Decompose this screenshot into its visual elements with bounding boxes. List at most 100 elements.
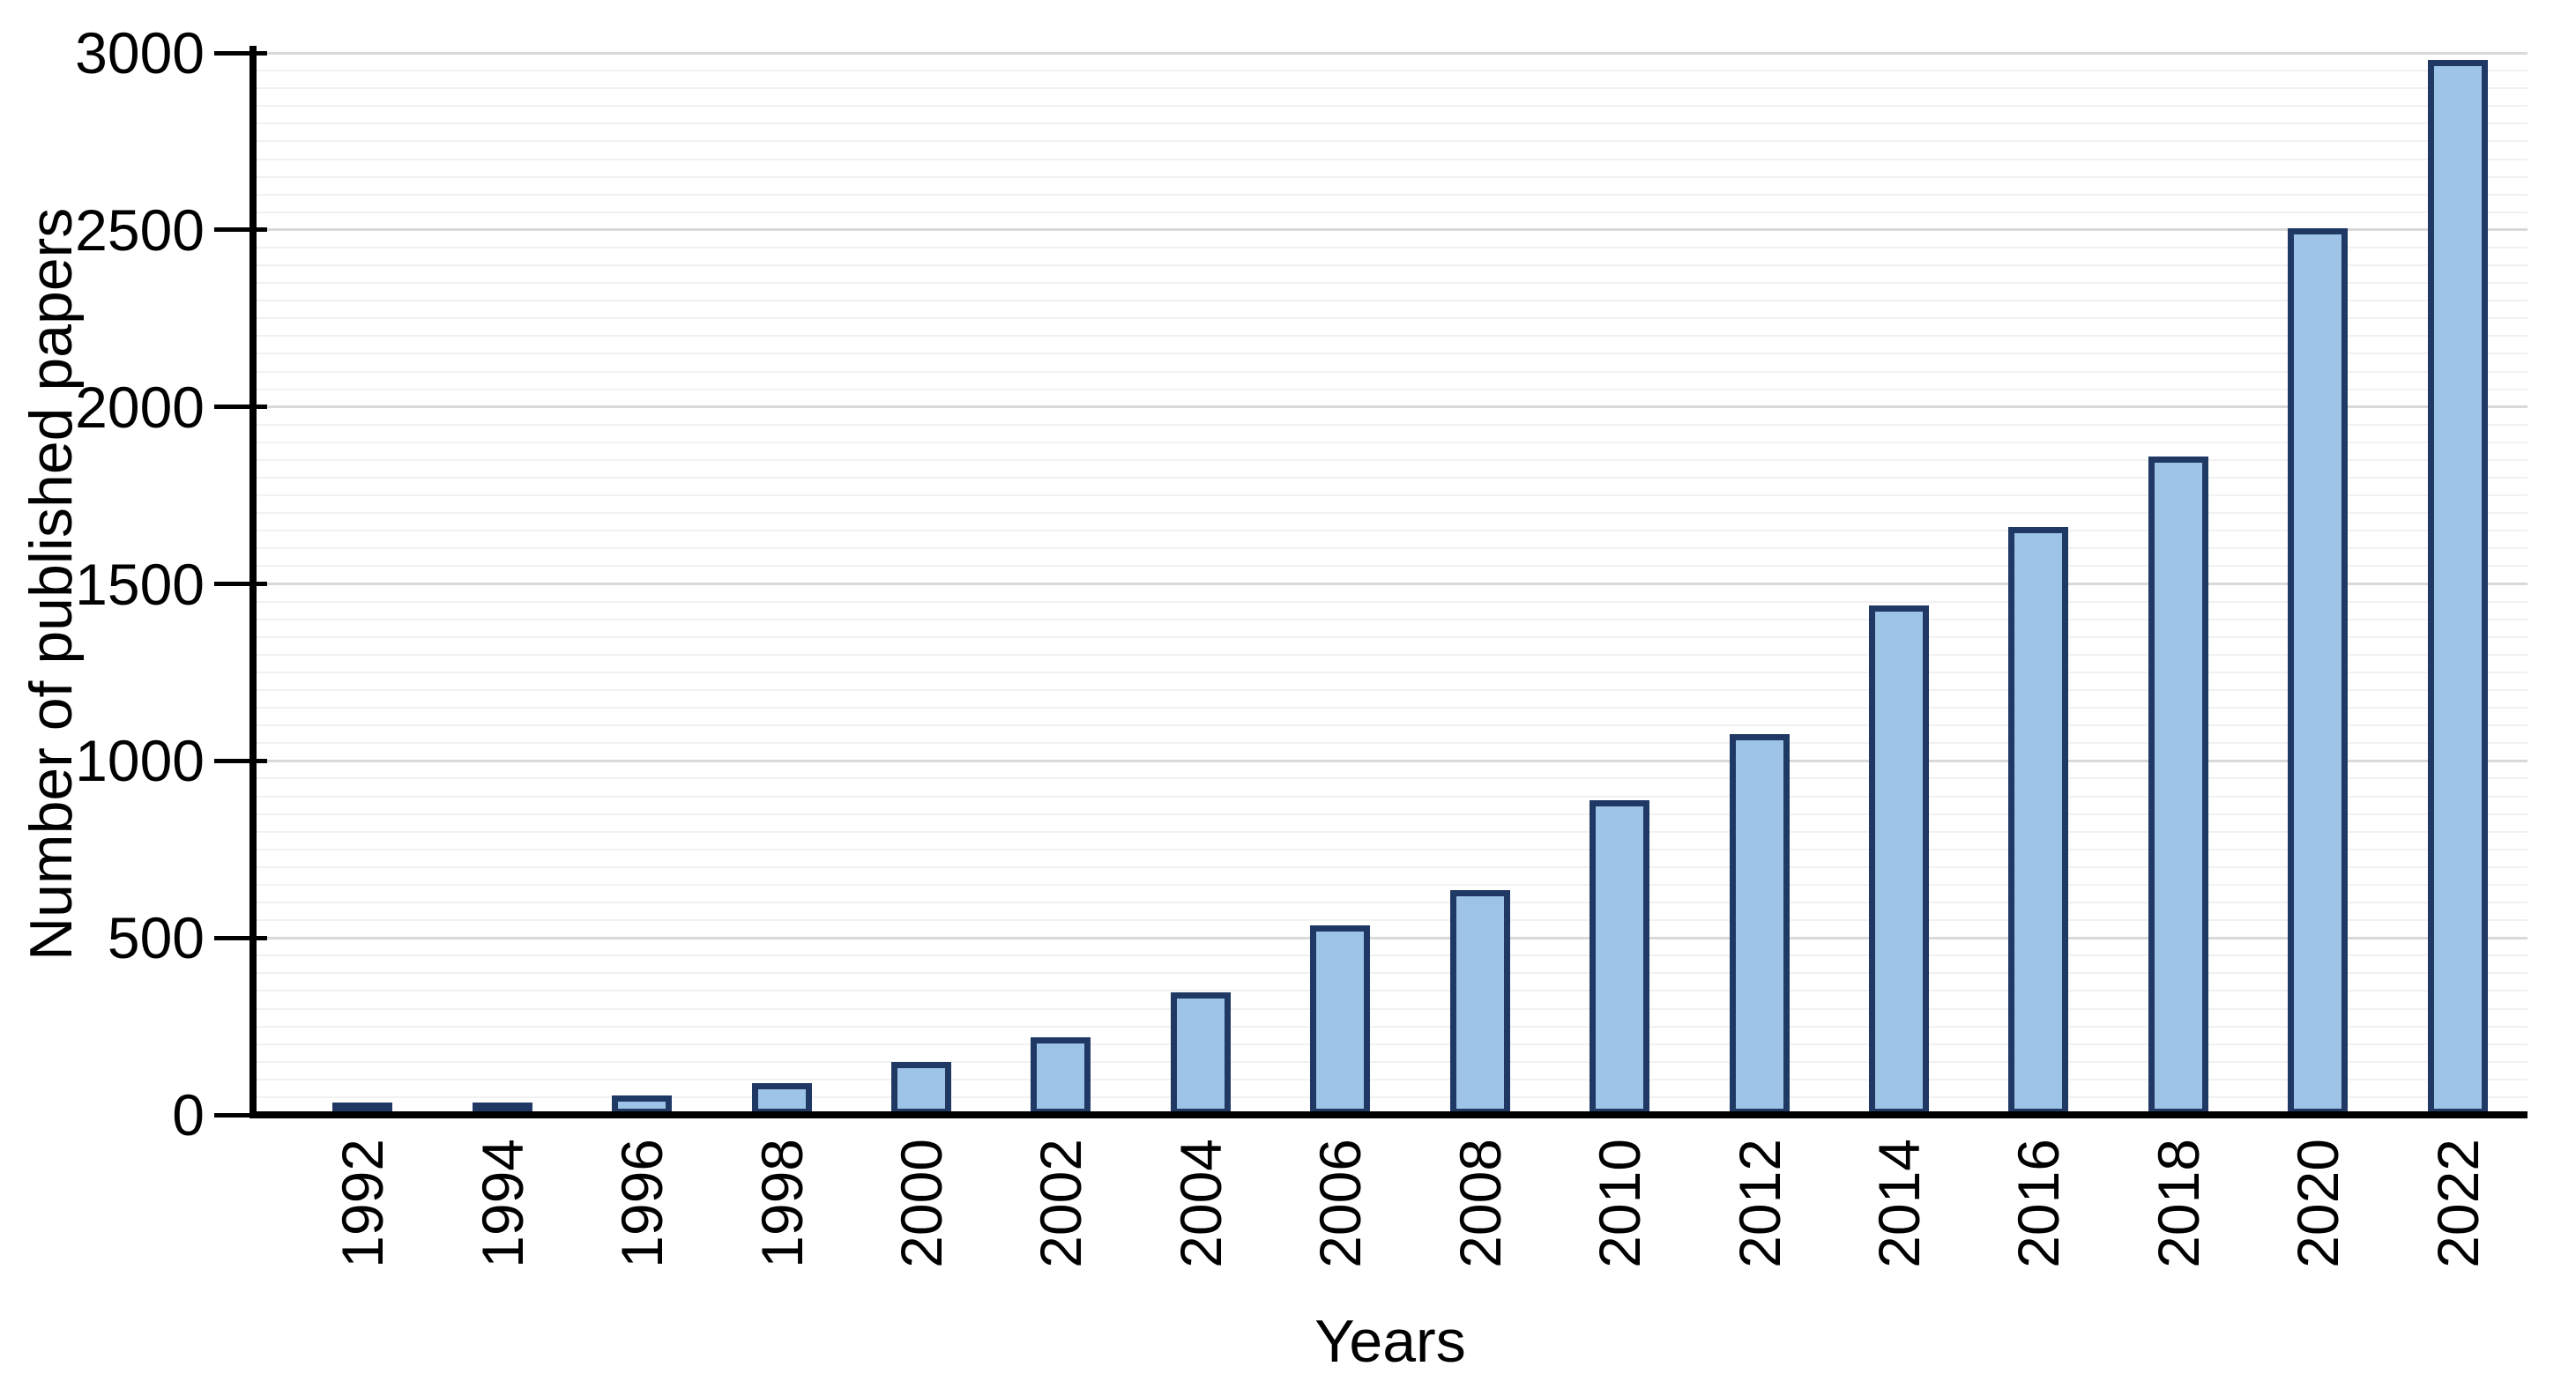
x-tick-slot: 1992: [293, 1139, 432, 1297]
gridline-minor: [257, 600, 2528, 603]
gridline-minor: [257, 990, 2528, 992]
y-tick-mark: [214, 227, 267, 233]
x-tick-label: 2006: [1307, 1139, 1374, 1268]
x-tick-label: 2004: [1167, 1139, 1233, 1268]
bar: [1590, 800, 1650, 1115]
y-tick-label: 1000: [75, 728, 205, 794]
y-tick-mark: [214, 582, 267, 586]
gridline-minor: [257, 671, 2528, 673]
gridline-minor: [257, 70, 2528, 72]
bar-slot: [1411, 53, 1550, 1115]
gridline-minor: [257, 388, 2528, 390]
bar-slot: [991, 53, 1130, 1115]
bar: [1449, 890, 1510, 1115]
bar: [751, 1083, 812, 1115]
gridline-minor: [257, 972, 2528, 975]
gridline-minor: [257, 140, 2528, 143]
gridline-minor: [257, 158, 2528, 160]
x-tick-slot: 1994: [432, 1139, 571, 1297]
y-tick-label: 500: [107, 905, 205, 971]
plot-area: [257, 51, 2528, 1115]
x-axis-title: Years: [1314, 1308, 1466, 1375]
gridline-minor: [257, 246, 2528, 249]
gridline-minor: [257, 777, 2528, 780]
x-tick-slot: 2004: [1131, 1139, 1270, 1297]
bars-layer: [293, 53, 2528, 1115]
gridline-minor: [257, 919, 2528, 922]
x-tick-label: 2000: [888, 1139, 954, 1268]
x-tick-slot: 1996: [572, 1139, 711, 1297]
gridline-minor: [257, 317, 2528, 320]
gridline-minor: [257, 707, 2528, 709]
x-tick-slot: 2002: [991, 1139, 1130, 1297]
gridline-minor: [257, 494, 2528, 497]
bar: [1729, 734, 1790, 1115]
gridline-minor: [257, 547, 2528, 550]
bar: [2008, 527, 2069, 1115]
gridline-minor: [257, 441, 2528, 443]
gridline-minor: [257, 335, 2528, 338]
bar: [1170, 992, 1231, 1115]
x-tick-slot: 2006: [1270, 1139, 1410, 1297]
gridline-minor: [257, 1025, 2528, 1028]
bar: [2148, 457, 2208, 1115]
gridline-minor: [257, 742, 2528, 745]
x-tick-slot: 2016: [1969, 1139, 2108, 1297]
gridline-minor: [257, 1060, 2528, 1063]
y-tick-label: 3000: [75, 20, 205, 85]
x-tick-label: 2018: [2145, 1139, 2211, 1268]
bar: [1869, 605, 1930, 1115]
x-tick-label: 2008: [1447, 1139, 1513, 1268]
gridline-minor: [257, 565, 2528, 568]
bar-slot: [711, 53, 851, 1115]
gridline-minor: [257, 264, 2528, 266]
bar-slot: [1829, 53, 1969, 1115]
x-tick-label: 2022: [2424, 1139, 2490, 1268]
gridline-minor: [257, 795, 2528, 798]
x-tick-label: 2020: [2285, 1139, 2351, 1268]
x-tick-slot: 2000: [852, 1139, 991, 1297]
gridline-minor: [257, 458, 2528, 461]
bar-slot: [2109, 53, 2248, 1115]
x-tick-slot: 2022: [2388, 1139, 2528, 1297]
y-axis-title: Number of published papers: [18, 207, 85, 961]
x-tick-slot: 2012: [1689, 1139, 1828, 1297]
bar-slot: [293, 53, 432, 1115]
bar-slot: [852, 53, 991, 1115]
x-tick-label: 1994: [469, 1139, 535, 1268]
y-tick-mark: [214, 935, 267, 940]
gridline-minor: [257, 954, 2528, 957]
x-tick-label: 1998: [748, 1139, 815, 1268]
y-tick-mark: [214, 758, 267, 763]
x-tick-slot: 2014: [1829, 1139, 1969, 1297]
bar-slot: [1550, 53, 1689, 1115]
x-tick-label: 1996: [609, 1139, 675, 1268]
bar: [1031, 1037, 1091, 1115]
gridline-minor: [257, 477, 2528, 479]
gridline-minor: [257, 883, 2528, 886]
x-tick-label: 2014: [1866, 1139, 1932, 1268]
gridline-minor: [257, 530, 2528, 532]
bar: [2427, 60, 2488, 1115]
gridline-minor: [257, 282, 2528, 285]
gridline-minor: [257, 1095, 2528, 1098]
x-tick-label: 2010: [1587, 1139, 1653, 1268]
gridline-minor: [257, 689, 2528, 691]
gridline-minor: [257, 423, 2528, 426]
gridline-major: [257, 759, 2528, 762]
y-tick-mark: [214, 50, 267, 56]
x-tick-slot: 1998: [711, 1139, 851, 1297]
gridline-minor: [257, 300, 2528, 302]
y-tick-mark: [214, 1112, 267, 1118]
gridline-minor: [257, 813, 2528, 815]
gridline-minor: [257, 193, 2528, 196]
gridline-minor: [257, 1043, 2528, 1045]
bar-slot: [1689, 53, 1828, 1115]
x-tick-label: 2002: [1028, 1139, 1094, 1268]
gridline-minor: [257, 724, 2528, 727]
bar-slot: [1969, 53, 2108, 1115]
gridline-major: [257, 228, 2528, 232]
gridline-minor: [257, 618, 2528, 620]
y-tick-label: 2500: [75, 197, 205, 263]
